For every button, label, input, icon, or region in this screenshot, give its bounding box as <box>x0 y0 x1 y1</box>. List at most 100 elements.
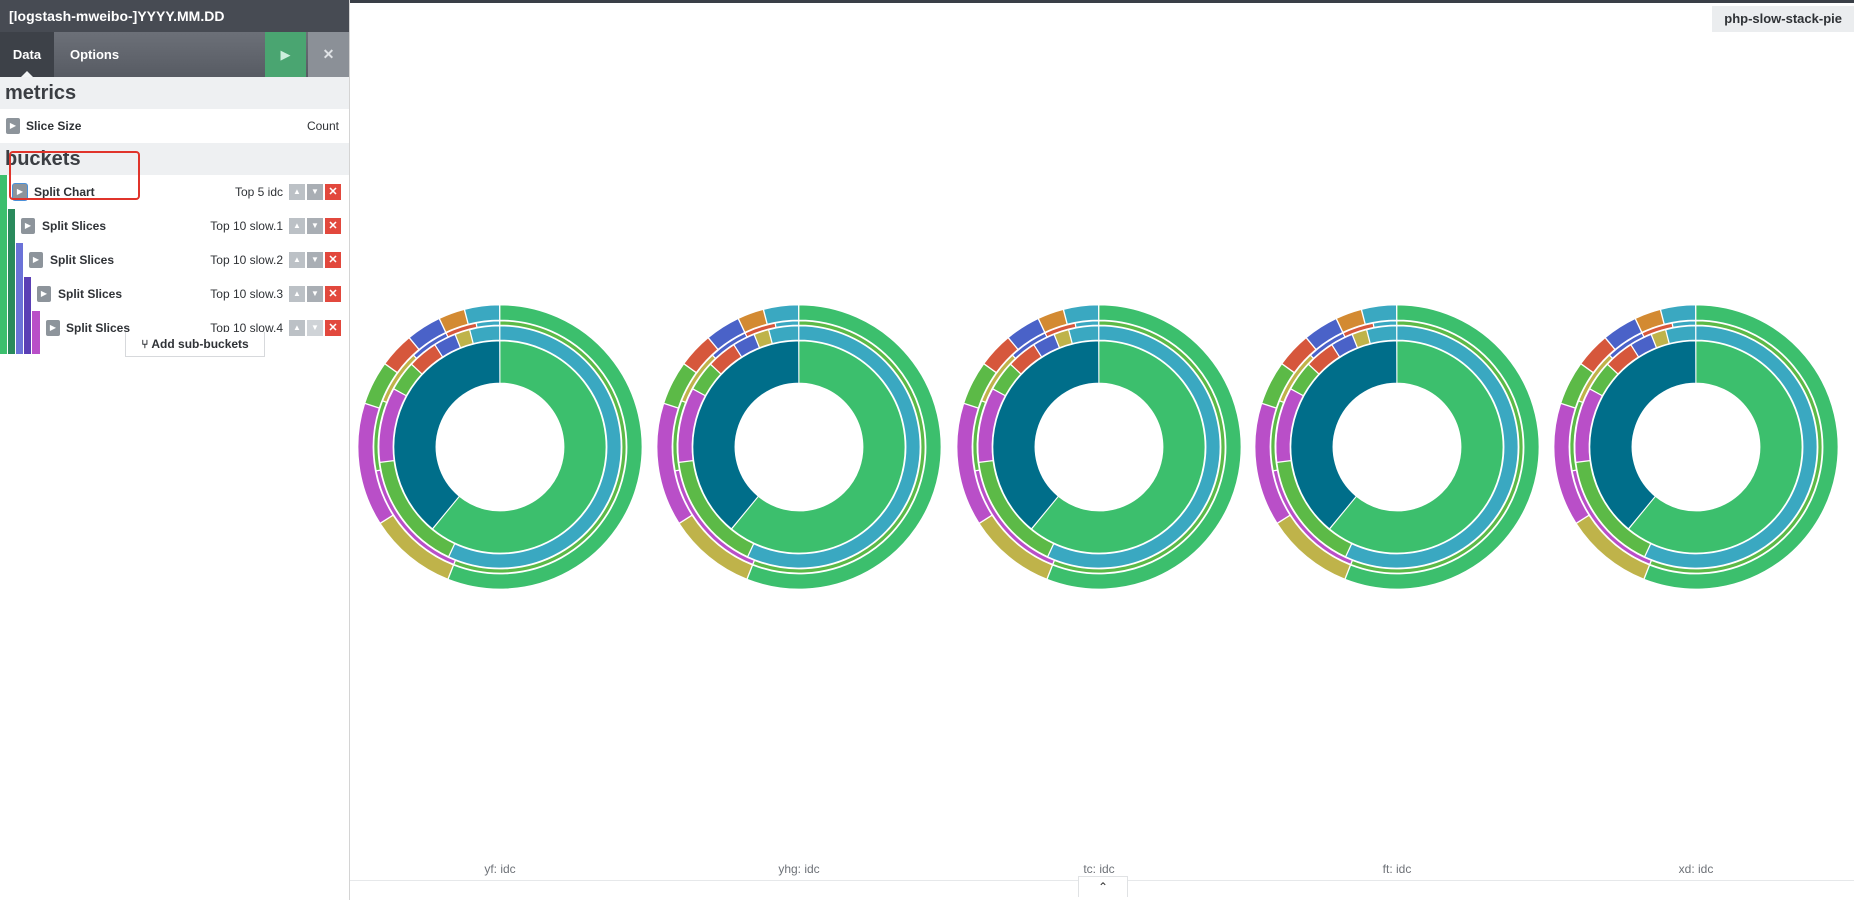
pie-slice[interactable] <box>411 344 443 375</box>
pie-slice[interactable] <box>656 403 693 524</box>
pie-slice[interactable] <box>1628 340 1803 554</box>
pie-slice[interactable] <box>1641 322 1674 338</box>
pie-slice[interactable] <box>1578 354 1613 403</box>
pie-slice[interactable] <box>1068 325 1099 344</box>
pie-slice[interactable] <box>447 304 643 590</box>
pie-slice[interactable] <box>364 363 398 409</box>
pie-slice[interactable] <box>1033 334 1060 358</box>
pie-slice[interactable] <box>1345 325 1519 569</box>
pie-slice[interactable] <box>683 337 719 373</box>
pie-slice[interactable] <box>1571 469 1652 565</box>
pie-slice[interactable] <box>1281 337 1317 373</box>
pie-slice[interactable] <box>384 337 420 373</box>
pie-slice[interactable] <box>978 460 1054 558</box>
pie-slice[interactable] <box>439 309 469 333</box>
pie-slice[interactable] <box>1272 469 1353 565</box>
pie-slice[interactable] <box>707 318 745 350</box>
pie-slice[interactable] <box>1308 344 1340 375</box>
pie-slice[interactable] <box>1660 304 1696 325</box>
pie-slice[interactable] <box>1254 403 1291 524</box>
bucket-row-split-slices[interactable]: ▶ Split Slices Top 10 slow.4 ▲ ▼ ✕ <box>40 311 349 345</box>
pie-slice[interactable] <box>413 332 449 359</box>
pie-slice[interactable] <box>983 337 1019 373</box>
collapse-button[interactable]: ⌃ <box>1078 876 1128 897</box>
pie-slice[interactable] <box>1650 329 1670 349</box>
pie-slice[interactable] <box>1604 318 1643 350</box>
pie-slice[interactable] <box>663 363 697 409</box>
pie-slice[interactable] <box>1589 340 1697 530</box>
move-up-icon[interactable]: ▲ <box>289 252 305 268</box>
move-down-icon[interactable]: ▼ <box>307 184 323 200</box>
move-down-icon[interactable]: ▼ <box>307 320 323 336</box>
pie-slice[interactable] <box>678 460 754 558</box>
pie-slice[interactable] <box>692 340 800 530</box>
pie-slice[interactable] <box>1665 325 1696 344</box>
move-down-icon[interactable]: ▼ <box>307 286 323 302</box>
pie-slice[interactable] <box>1607 344 1639 375</box>
move-up-icon[interactable]: ▲ <box>289 184 305 200</box>
pie-slice[interactable] <box>1290 363 1320 396</box>
pie-slice[interactable] <box>972 400 986 472</box>
pie-slice[interactable] <box>752 320 926 574</box>
pie-slice[interactable] <box>1279 354 1314 403</box>
donut-chart[interactable] <box>1553 304 1839 590</box>
pie-slice[interactable] <box>373 400 387 472</box>
pie-slice[interactable] <box>1569 400 1583 472</box>
pie-slice[interactable] <box>1038 309 1068 333</box>
pie-slice[interactable] <box>1305 318 1343 350</box>
donut-chart[interactable] <box>1254 304 1540 590</box>
tab-data[interactable]: Data <box>0 32 54 77</box>
pie-slice[interactable] <box>1372 320 1397 328</box>
pie-slice[interactable] <box>1261 363 1295 409</box>
pie-slice[interactable] <box>379 514 454 580</box>
bucket-row-split-slices[interactable]: ▶ Split Slices Top 10 slow.2 ▲ ▼ ✕ <box>23 243 349 277</box>
expand-toggle-icon[interactable]: ▶ <box>37 286 51 302</box>
pie-slice[interactable] <box>453 320 627 574</box>
pie-slice[interactable] <box>445 322 478 338</box>
pie-slice[interactable] <box>357 403 394 524</box>
pie-slice[interactable] <box>1276 460 1352 558</box>
pie-slice[interactable] <box>963 363 997 409</box>
pie-slice[interactable] <box>746 304 942 590</box>
pie-slice[interactable] <box>1276 514 1351 580</box>
tab-options[interactable]: Options <box>70 47 120 62</box>
pie-slice[interactable] <box>1012 332 1048 359</box>
pie-slice[interactable] <box>454 329 474 349</box>
pie-slice[interactable] <box>681 354 716 403</box>
pie-slice[interactable] <box>744 322 777 338</box>
pie-slice[interactable] <box>1275 388 1304 463</box>
discard-changes-button[interactable]: ✕ <box>308 32 349 77</box>
pie-slice[interactable] <box>674 469 755 565</box>
pie-slice[interactable] <box>448 325 622 569</box>
pie-slice[interactable] <box>382 354 417 403</box>
expand-toggle-icon[interactable]: ▶ <box>29 252 43 268</box>
expand-toggle-icon[interactable]: ▶ <box>13 184 27 200</box>
pie-slice[interactable] <box>1046 304 1242 590</box>
pie-slice[interactable] <box>738 309 768 333</box>
pie-slice[interactable] <box>1044 322 1077 338</box>
pie-slice[interactable] <box>1031 340 1206 554</box>
pie-slice[interactable] <box>1290 340 1398 530</box>
pie-slice[interactable] <box>747 325 921 569</box>
pie-slice[interactable] <box>1010 344 1042 375</box>
expand-toggle-icon[interactable]: ▶ <box>21 218 35 234</box>
pie-slice[interactable] <box>1671 320 1696 328</box>
bucket-row-split-chart[interactable]: ▶ Split Chart Top 5 idc ▲ ▼ ✕ <box>7 175 349 209</box>
pie-slice[interactable] <box>672 400 686 472</box>
pie-slice[interactable] <box>677 388 706 463</box>
pie-slice[interactable] <box>774 320 799 328</box>
pie-slice[interactable] <box>1649 320 1823 574</box>
donut-chart[interactable] <box>656 304 942 590</box>
pie-slice[interactable] <box>1361 304 1397 325</box>
move-up-icon[interactable]: ▲ <box>289 286 305 302</box>
pie-slice[interactable] <box>1580 337 1616 373</box>
pie-slice[interactable] <box>379 460 455 558</box>
pie-slice[interactable] <box>956 403 993 524</box>
pie-slice[interactable] <box>408 318 446 350</box>
pie-slice[interactable] <box>731 340 906 554</box>
pie-slice[interactable] <box>464 304 500 325</box>
remove-icon[interactable]: ✕ <box>325 320 341 336</box>
pie-slice[interactable] <box>1574 388 1603 463</box>
pie-slice[interactable] <box>1053 329 1073 349</box>
pie-slice[interactable] <box>1366 325 1397 344</box>
